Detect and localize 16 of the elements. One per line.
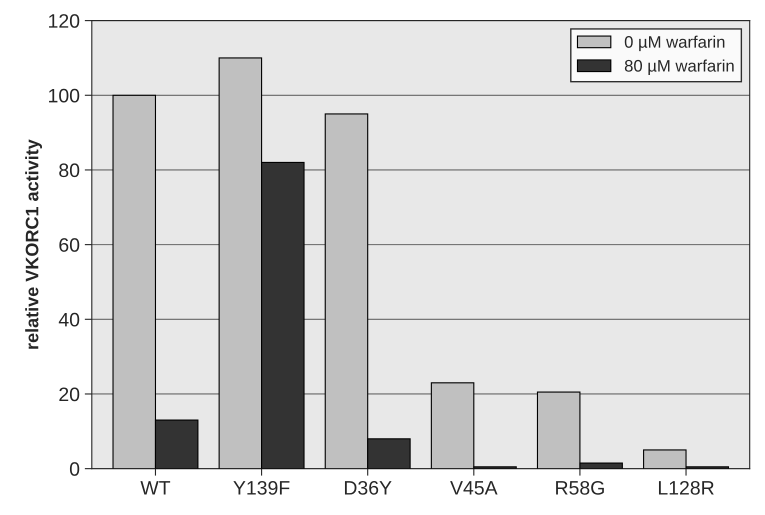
y-tick-label: 60 [59,238,80,252]
x-tick-label: WT [140,481,170,495]
y-tick-label: 20 [59,387,80,402]
y-tick-label: 100 [49,88,80,103]
legend-label: 80 µM warfarin [624,59,734,76]
y-tick-label: 120 [49,14,80,28]
x-tick-label: V45A [450,481,498,495]
y-tick-label: 40 [58,312,80,327]
x-tick-label: D36Y [344,480,392,495]
x-tick-label: Y139F [233,480,290,495]
y-tick-label: 80 [59,163,80,178]
x-tick-label: R58G [556,480,604,495]
y-axis-title: relative VKORC1 activity [25,139,42,349]
legend-label: 0 µM warfarin [624,36,724,52]
y-tick-label: 0 [70,462,80,476]
x-tick-label: L128R [658,480,714,495]
